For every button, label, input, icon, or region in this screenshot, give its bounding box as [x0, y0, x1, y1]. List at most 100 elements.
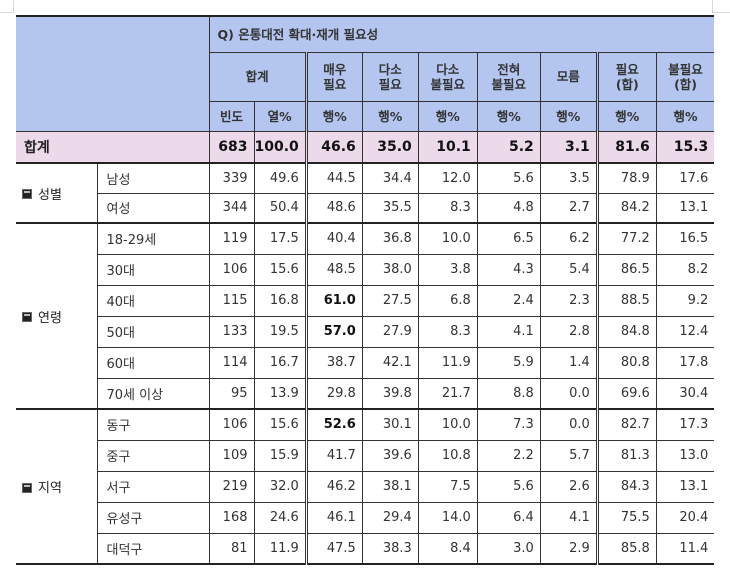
- group-label-region: 지역: [16, 408, 97, 565]
- table-row: 성별 남성 339 49.6 44.5 34.4 12.0 5.6 3.5 78…: [16, 162, 715, 223]
- table-row: 대덕구 81 11.9 47.5 38.3 8.4 3.0 2.9 85.8 1…: [16, 533, 715, 565]
- cell-freq: 119: [208, 222, 254, 255]
- page-corner-mark: [0, 0, 14, 13]
- cell-very-need: 48.5: [304, 254, 363, 286]
- cell-very-need: 47.5: [304, 533, 363, 565]
- cell-somewhat-need: 36.8: [361, 222, 419, 255]
- cell-very-need: 44.5: [304, 162, 363, 194]
- cell-col-pct: 100.0: [253, 130, 307, 163]
- cell-somewhat-need: 38.0: [361, 254, 419, 286]
- cell-somewhat-need: 39.8: [361, 378, 419, 409]
- col-header-unneeded-sum: 불필요 (합): [655, 51, 715, 102]
- square-bullet-icon: [22, 482, 32, 493]
- cell-unknown: 2.7: [539, 193, 598, 223]
- cell-unneeded-sum: 13.1: [655, 193, 715, 223]
- col-header-need-sum: 필요 (합): [595, 51, 657, 102]
- cell-col-pct: 32.0: [253, 471, 307, 503]
- cell-not-needed: 2.2: [476, 440, 541, 472]
- cell-not-needed: 2.4: [476, 285, 541, 317]
- cell-unneeded-sum: 12.4: [655, 316, 715, 348]
- cell-col-pct: 49.6: [253, 162, 307, 194]
- cell-very-need-highlight: 52.6: [304, 408, 363, 441]
- cell-not-needed: 4.3: [476, 254, 541, 286]
- cell-freq: 344: [208, 193, 254, 223]
- col-header-not-needed: 전혀 불필요: [476, 51, 541, 102]
- cell-freq: 133: [208, 316, 254, 348]
- cell-somewhat-need: 35.5: [361, 193, 419, 223]
- cell-unknown: 5.4: [539, 254, 598, 286]
- cell-need-sum: 80.8: [595, 347, 657, 379]
- cell-unneeded-sum: 17.8: [655, 347, 715, 379]
- cell-somewhat-need: 30.1: [361, 408, 419, 441]
- cell-col-pct: 13.9: [253, 378, 307, 409]
- table-row: 여성 344 50.4 48.6 35.5 8.3 4.8 2.7 84.2 1…: [16, 193, 715, 223]
- cell-very-need: 46.6: [304, 130, 363, 163]
- cell-unknown: 2.8: [539, 316, 598, 348]
- cell-col-pct: 15.6: [253, 408, 307, 441]
- cell-col-pct: 16.8: [253, 285, 307, 317]
- cell-very-need: 40.4: [304, 222, 363, 255]
- question-title: Q) 온통대전 확대·재개 필요성: [208, 15, 715, 52]
- cell-not-needed: 5.6: [476, 162, 541, 194]
- cell-very-need: 41.7: [304, 440, 363, 472]
- cell-unknown: 4.1: [539, 502, 598, 534]
- table-row: 60대 114 16.7 38.7 42.1 11.9 5.9 1.4 80.8…: [16, 347, 715, 379]
- cell-somewhat-unneeded: 6.8: [417, 285, 478, 317]
- cell-col-pct: 11.9: [253, 533, 307, 565]
- header-corner: [16, 15, 209, 131]
- cell-unneeded-sum: 30.4: [655, 378, 715, 409]
- cell-somewhat-unneeded: 10.1: [417, 130, 478, 163]
- cell-freq: 115: [208, 285, 254, 317]
- group-label-gender: 성별: [16, 162, 97, 223]
- cell-unknown: 3.1: [539, 130, 598, 163]
- row-label: 50대: [96, 316, 209, 348]
- table-row: 중구 109 15.9 41.7 39.6 10.8 2.2 5.7 81.3 …: [16, 440, 715, 472]
- cell-very-need: 46.2: [304, 471, 363, 503]
- cell-col-pct: 24.6: [253, 502, 307, 534]
- row-label: 40대: [96, 285, 209, 317]
- total-row: 합계 683 100.0 46.6 35.0 10.1 5.2 3.1 81.6…: [16, 130, 715, 163]
- cell-somewhat-unneeded: 10.8: [417, 440, 478, 472]
- table-row: 40대 115 16.8 61.0 27.5 6.8 2.4 2.3 88.5 …: [16, 285, 715, 317]
- cell-need-sum: 85.8: [595, 533, 657, 565]
- cell-not-needed: 3.0: [476, 533, 541, 565]
- cell-need-sum: 81.6: [595, 130, 657, 163]
- group-label-age: 연령: [16, 222, 97, 409]
- col-header-unknown: 모름: [539, 51, 598, 102]
- cell-not-needed: 5.2: [476, 130, 541, 163]
- cell-freq: 114: [208, 347, 254, 379]
- unit-col-pct: 열%: [253, 101, 307, 131]
- cell-freq: 339: [208, 162, 254, 194]
- total-row-label: 합계: [16, 130, 209, 163]
- cell-col-pct: 17.5: [253, 222, 307, 255]
- cell-not-needed: 6.5: [476, 222, 541, 255]
- cell-very-need: 38.7: [304, 347, 363, 379]
- cell-col-pct: 15.9: [253, 440, 307, 472]
- cell-somewhat-need: 34.4: [361, 162, 419, 194]
- cell-col-pct: 15.6: [253, 254, 307, 286]
- cell-freq: 219: [208, 471, 254, 503]
- cell-need-sum: 82.7: [595, 408, 657, 441]
- cell-unneeded-sum: 17.3: [655, 408, 715, 441]
- unit-row-pct: 행%: [361, 101, 419, 131]
- cell-somewhat-unneeded: 10.0: [417, 222, 478, 255]
- row-label: 동구: [96, 408, 209, 441]
- row-label: 서구: [96, 471, 209, 503]
- cell-not-needed: 8.8: [476, 378, 541, 409]
- cell-somewhat-unneeded: 8.4: [417, 533, 478, 565]
- cell-unknown: 2.9: [539, 533, 598, 565]
- unit-freq: 빈도: [208, 101, 254, 131]
- square-bullet-icon: [22, 312, 32, 322]
- cell-somewhat-need: 38.3: [361, 533, 419, 565]
- table-row: 30대 106 15.6 48.5 38.0 3.8 4.3 5.4 86.5 …: [16, 254, 715, 286]
- unit-row-pct: 행%: [417, 101, 478, 131]
- cell-need-sum: 84.3: [595, 471, 657, 503]
- cell-somewhat-need: 38.1: [361, 471, 419, 503]
- cell-not-needed: 4.1: [476, 316, 541, 348]
- page-corner-mark: [712, 0, 730, 13]
- header-row-units: 빈도 열% 행% 행% 행% 행% 행% 행% 행%: [16, 101, 715, 131]
- cell-need-sum: 84.2: [595, 193, 657, 223]
- cell-unneeded-sum: 17.6: [655, 162, 715, 194]
- cell-unknown: 1.4: [539, 347, 598, 379]
- cell-somewhat-need: 27.9: [361, 316, 419, 348]
